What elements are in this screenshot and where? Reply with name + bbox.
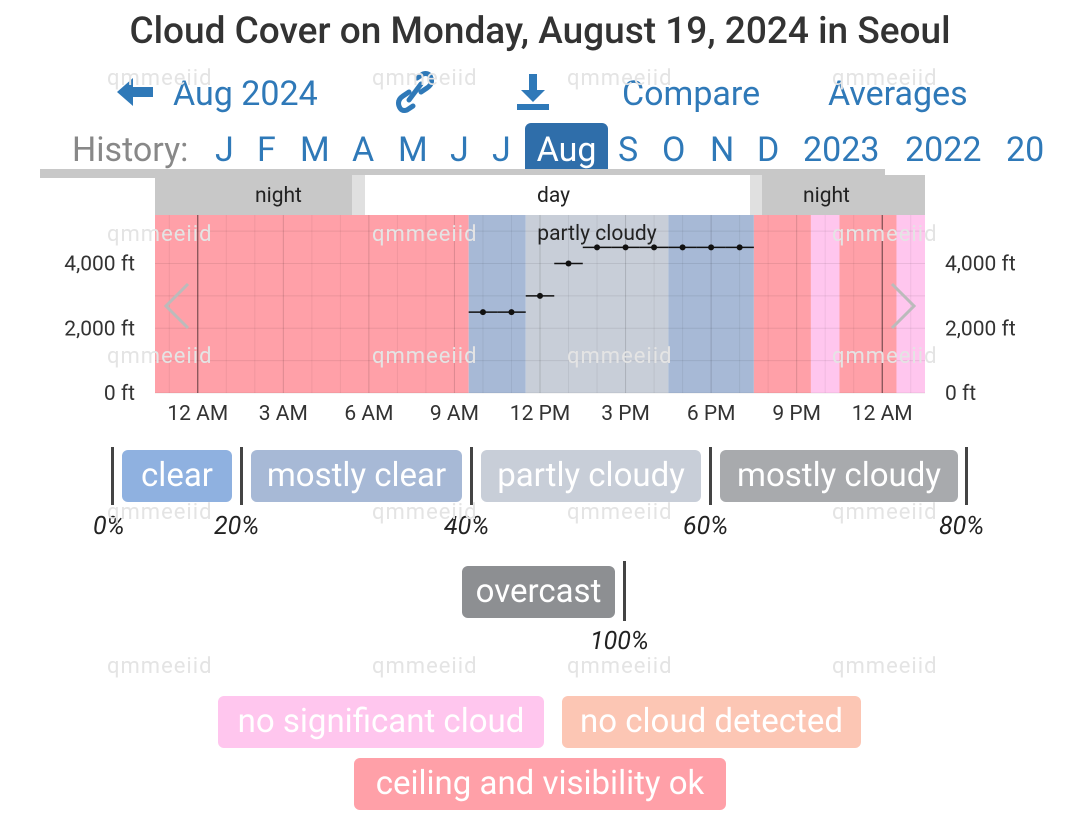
chart-band — [839, 215, 897, 393]
history-month-7[interactable]: J — [492, 130, 511, 170]
chevron-right-icon[interactable] — [888, 280, 920, 332]
legend-ceiling-visibility-ok: ceiling and visibility ok — [354, 758, 726, 810]
cloud-ceiling-point — [508, 309, 515, 316]
threshold-tick — [623, 561, 626, 621]
history-month-6[interactable]: J — [450, 130, 469, 170]
cloud-ceiling-point — [679, 244, 686, 251]
watermark: qmmeeiid — [107, 654, 213, 679]
x-tick-label: 6 AM — [344, 402, 393, 426]
history-year-2022[interactable]: 2022 — [905, 130, 982, 170]
x-tick-label: 3 AM — [259, 402, 308, 426]
cloud-ceiling-point — [708, 244, 715, 251]
cloud-ceiling-point — [594, 244, 601, 251]
history-scrollbar[interactable] — [40, 169, 885, 178]
legend-clear: clear — [122, 450, 232, 502]
y-tick-label-right: 0 ft — [945, 382, 976, 406]
y-tick-label-right: 2,000 ft — [945, 317, 1016, 341]
threshold-tick — [709, 447, 712, 505]
threshold-tick — [470, 447, 473, 505]
history-year-2023[interactable]: 2023 — [803, 130, 880, 170]
x-tick-label: 12 PM — [510, 402, 570, 426]
cloud-ceiling-point — [537, 292, 543, 299]
history-month-11[interactable]: N — [710, 130, 735, 170]
history-month-4[interactable]: A — [352, 130, 375, 170]
cloud-cover-chart: 12 AM 3 AM 6 AM 9 AM 12 PM 3 PM 6 PM 9 PM 12 AM … — [64, 215, 1016, 426]
cloud-ceiling-point — [479, 309, 486, 316]
cloud-ceiling-point — [651, 244, 658, 251]
threshold-tick — [965, 447, 968, 505]
x-tick-label: 3 PM — [601, 402, 650, 426]
history-month-2[interactable]: F — [257, 130, 276, 170]
history-label: History: — [72, 130, 189, 170]
night-label-right: night — [803, 184, 850, 208]
threshold-label: 100% — [590, 627, 649, 656]
y-tick-label-left: 4,000 ft — [64, 253, 135, 277]
history-month-1[interactable]: J — [215, 130, 234, 170]
cloud-ceiling-point — [622, 244, 629, 251]
history-month-9[interactable]: S — [618, 130, 639, 170]
threshold-label: 60% — [683, 512, 729, 541]
chart-annotation: partly cloudy — [537, 222, 656, 246]
day-label: day — [537, 184, 571, 208]
chart-band — [155, 215, 469, 393]
history-year-partial[interactable]: 20 — [1006, 130, 1045, 170]
threshold-label: 20% — [214, 512, 260, 541]
averages-link[interactable]: Averages — [828, 74, 968, 114]
threshold-label: 0% — [93, 512, 125, 541]
y-tick-label-left: 0 ft — [104, 382, 135, 406]
x-tick-label: 9 AM — [430, 402, 479, 426]
dusk-marker — [352, 175, 365, 215]
history-month-8[interactable]: Aug — [525, 123, 608, 177]
page-title: Cloud Cover on Monday, August 19, 2024 i… — [129, 10, 951, 53]
x-tick-label: 12 AM — [167, 402, 228, 426]
arrow-left-icon[interactable] — [115, 72, 157, 112]
watermark: qmmeeiid — [567, 500, 673, 525]
legend-mostly-cloudy: mostly cloudy — [720, 450, 958, 502]
chart-band — [810, 215, 840, 393]
watermark: qmmeeiid — [832, 654, 938, 679]
threshold-tick — [240, 447, 243, 505]
x-tick-label: 9 PM — [772, 402, 821, 426]
legend-no-cloud-detected: no cloud detected — [562, 696, 861, 748]
legend-mostly-clear: mostly clear — [251, 450, 462, 502]
legend-overcast: overcast — [462, 566, 615, 618]
chart-band — [753, 215, 811, 393]
history-month-3[interactable]: M — [300, 130, 330, 170]
dawn-marker — [750, 175, 762, 215]
threshold-tick — [111, 447, 114, 505]
compare-link[interactable]: Compare — [622, 74, 761, 114]
prev-month-link[interactable]: Aug 2024 — [173, 74, 318, 114]
day-segment — [365, 175, 750, 215]
cloud-ceiling-point — [736, 244, 743, 251]
cloud-ceiling-point — [565, 260, 572, 267]
history-month-5[interactable]: M — [398, 130, 428, 170]
legend-no-significant-cloud: no significant cloud — [218, 696, 544, 748]
chart-band — [468, 215, 526, 393]
y-tick-label-right: 4,000 ft — [945, 253, 1016, 277]
legend-partly-cloudy: partly cloudy — [481, 450, 701, 502]
chevron-left-icon[interactable] — [160, 280, 192, 332]
link-icon[interactable] — [395, 70, 435, 114]
history-month-10[interactable]: O — [662, 130, 686, 170]
watermark: qmmeeiid — [372, 654, 478, 679]
y-tick-label-left: 2,000 ft — [64, 317, 135, 341]
x-tick-label: 6 PM — [687, 402, 736, 426]
threshold-label: 40% — [444, 512, 490, 541]
history-month-12[interactable]: D — [757, 130, 780, 170]
x-tick-label: 12 AM — [852, 402, 913, 426]
watermark: qmmeeiid — [832, 500, 938, 525]
download-icon[interactable] — [515, 72, 551, 112]
night-label-left: night — [255, 184, 302, 208]
threshold-label: 80% — [939, 512, 985, 541]
watermark: qmmeeiid — [567, 654, 673, 679]
